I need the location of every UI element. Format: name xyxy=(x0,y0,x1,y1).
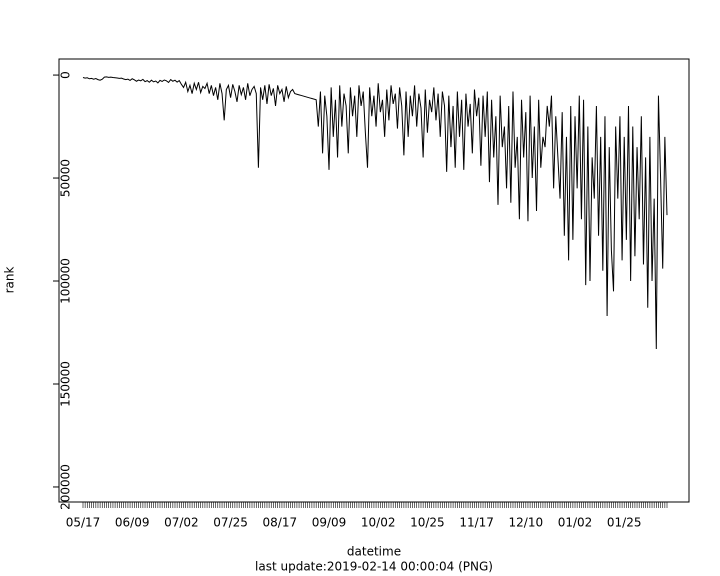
caption: last update:2019-02-14 00:00:04 (PNG) xyxy=(255,560,493,574)
x-tick-label: 05/17 xyxy=(66,516,101,530)
x-tick-label: 08/17 xyxy=(263,516,298,530)
data-line xyxy=(82,76,668,349)
y-tick-label: 150000 xyxy=(59,361,73,407)
x-tick-label: 12/10 xyxy=(509,516,544,530)
y-tick-label: 50000 xyxy=(59,159,73,197)
x-tick-label: 10/02 xyxy=(361,516,396,530)
x-tick-label: 11/17 xyxy=(459,516,494,530)
x-tick-label: 01/25 xyxy=(607,516,642,530)
x-tick-label: 06/09 xyxy=(115,516,150,530)
y-tick-label: 0 xyxy=(59,71,73,79)
x-tick-label: 07/25 xyxy=(213,516,248,530)
y-tick-label: 100000 xyxy=(59,258,73,304)
x-tick-label: 07/02 xyxy=(164,516,199,530)
x-axis-label: datetime xyxy=(347,545,401,559)
y-axis-label: rank xyxy=(3,267,17,294)
x-tick-label: 10/25 xyxy=(410,516,445,530)
y-tick-label: 200000 xyxy=(59,464,73,510)
x-tick-label: 09/09 xyxy=(312,516,347,530)
x-tick-label: 01/02 xyxy=(558,516,593,530)
